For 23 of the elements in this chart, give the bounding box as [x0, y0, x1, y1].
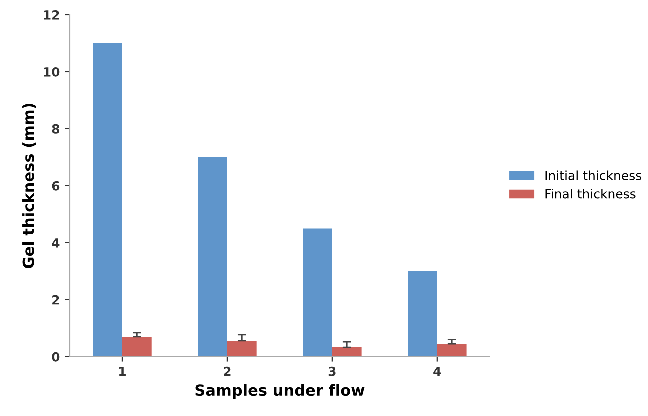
x-tick-label: 4 [434, 367, 442, 376]
y-tick-label: 4 [52, 238, 60, 248]
y-tick-label: 6 [52, 181, 60, 191]
y-tick-label: 12 [44, 10, 60, 20]
bar [93, 43, 122, 357]
bar [227, 340, 257, 357]
y-tick-label: 10 [44, 67, 60, 77]
x-tick-label: 3 [328, 366, 336, 376]
bar [408, 271, 438, 357]
bar [198, 157, 228, 357]
y-tick-label: 8 [52, 124, 60, 134]
x-tick-label: 1 [120, 367, 126, 376]
bar [303, 228, 332, 357]
y-tick-label: 2 [52, 295, 60, 305]
y-axis-title: Gel thickness (mm) [22, 104, 36, 269]
x-tick-label: 2 [224, 366, 231, 376]
y-tick-label: 0 [52, 352, 60, 362]
legend-label: Final thickness [546, 189, 636, 199]
x-axis-title: Samples under flow [196, 384, 365, 400]
bar [437, 344, 467, 357]
bar [332, 348, 362, 357]
legend-label: Initial thickness [546, 170, 642, 180]
bar [122, 336, 152, 357]
